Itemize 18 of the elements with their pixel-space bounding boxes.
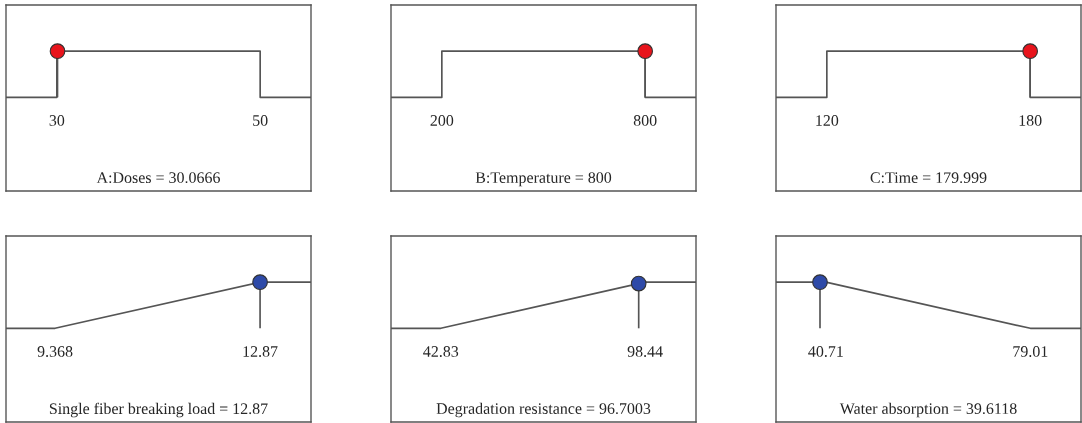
x-tick-label: 79.01 <box>1013 346 1048 357</box>
x-axis-title: B:Temperature = 800 <box>475 172 612 187</box>
x-axis-title: Single fiber breaking load = 12.87 <box>49 402 268 418</box>
x-tick-label: 180 <box>1019 115 1042 126</box>
x-axis-title: C:Time = 179.999 <box>870 172 987 184</box>
x-tick-label: 9.368 <box>37 346 73 357</box>
x-tick-label: 800 <box>633 115 657 126</box>
x-tick-label: 120 <box>816 115 839 126</box>
x-tick-label: 30 <box>49 115 65 126</box>
x-tick-label: 40.71 <box>808 346 843 357</box>
x-tick-label: 42.83 <box>423 346 459 357</box>
x-axis-title: Water absorption = 39.6118 <box>839 402 1017 418</box>
x-tick-label: 200 <box>430 115 454 126</box>
x-tick-label: 98.44 <box>627 346 663 357</box>
x-axis-title: Degradation resistance = 96.7003 <box>436 402 651 418</box>
x-tick-label: 50 <box>253 115 268 126</box>
x-tick-label: 12.87 <box>243 346 278 357</box>
x-axis-title: A:Doses = 30.0666 <box>96 172 220 184</box>
